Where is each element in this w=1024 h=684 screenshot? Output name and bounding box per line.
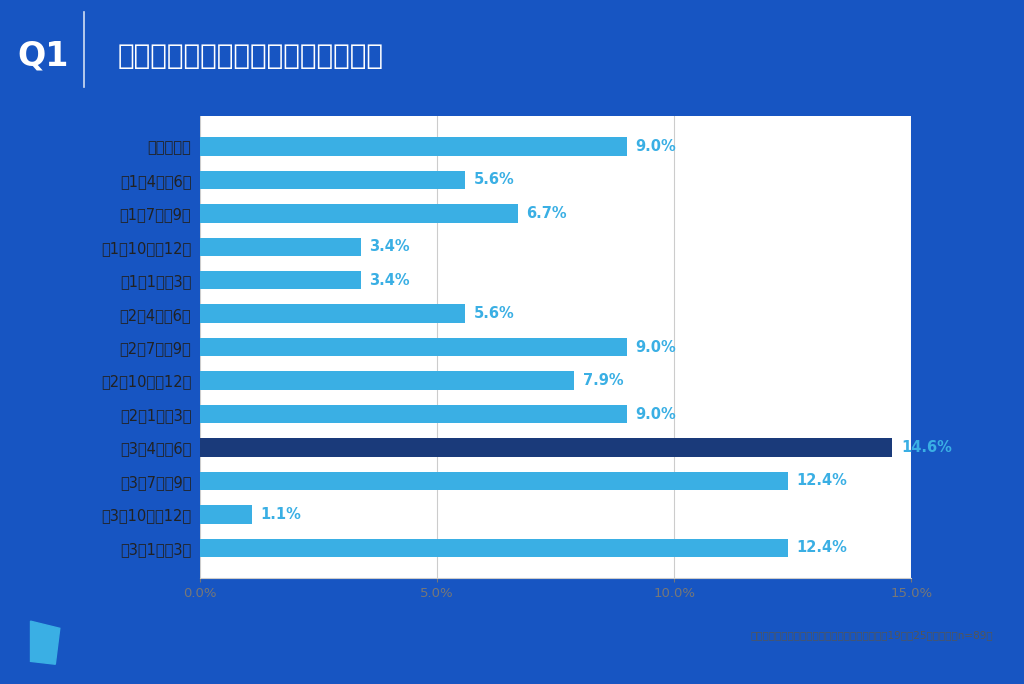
Bar <box>200 338 627 356</box>
Text: 7.9%: 7.9% <box>583 373 624 388</box>
Bar <box>200 371 574 390</box>
Text: 9.0%: 9.0% <box>635 406 676 421</box>
Bar <box>200 204 517 222</box>
Text: Q1: Q1 <box>17 39 69 72</box>
Polygon shape <box>14 618 46 659</box>
Text: 1.1%: 1.1% <box>260 507 301 522</box>
Text: じゅけラボ予備校: じゅけラボ予備校 <box>78 634 144 648</box>
Text: 第一志望大学をいつ決めましたか？: 第一志望大学をいつ決めましたか？ <box>118 42 384 70</box>
Bar <box>200 472 788 490</box>
Polygon shape <box>31 621 59 664</box>
Text: 5.6%: 5.6% <box>474 306 515 321</box>
Text: 3.4%: 3.4% <box>370 239 411 254</box>
Bar <box>200 137 627 156</box>
Bar <box>200 271 361 289</box>
Text: 12.4%: 12.4% <box>797 540 848 555</box>
Text: 9.0%: 9.0% <box>635 340 676 354</box>
Bar <box>200 171 465 189</box>
Bar <box>200 505 252 523</box>
Text: 12.4%: 12.4% <box>797 473 848 488</box>
Bar <box>200 304 465 323</box>
Text: 3.4%: 3.4% <box>370 273 411 288</box>
Bar <box>200 237 361 256</box>
Text: 6.7%: 6.7% <box>526 206 566 221</box>
Bar <box>200 438 892 457</box>
Bar <box>200 405 627 423</box>
Text: 大学受験で第一志望大学の医学部に現役合格した19歳～25歳の男女（n=89）: 大学受験で第一志望大学の医学部に現役合格した19歳～25歳の男女（n=89） <box>751 630 993 640</box>
Text: 5.6%: 5.6% <box>474 172 515 187</box>
Bar <box>200 538 788 557</box>
Text: 14.6%: 14.6% <box>901 440 951 455</box>
Text: 9.0%: 9.0% <box>635 139 676 154</box>
